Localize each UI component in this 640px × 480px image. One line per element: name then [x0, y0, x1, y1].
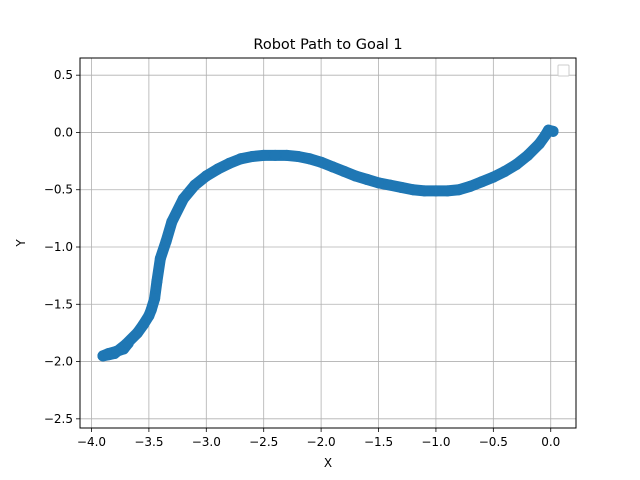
y-tick-label: −2.0 — [44, 355, 73, 369]
data-point — [327, 161, 339, 173]
data-point — [464, 180, 476, 192]
data-point — [160, 235, 172, 247]
y-tick-label: −0.5 — [44, 183, 73, 197]
y-axis-ticks: −2.5 −2.0 −1.5 −1.0 −0.5 0.0 0.5 — [44, 68, 80, 426]
data-point — [522, 149, 534, 161]
data-point — [407, 184, 419, 196]
data-point — [350, 170, 362, 182]
data-point — [269, 149, 281, 161]
data-point — [149, 293, 161, 305]
data-point — [177, 193, 189, 205]
data-point — [373, 177, 385, 189]
legend-box — [557, 64, 570, 77]
data-point — [510, 159, 522, 171]
data-point — [200, 170, 212, 182]
data-point — [304, 153, 316, 165]
data-point — [281, 149, 293, 161]
x-tick-label: −4.0 — [77, 435, 106, 449]
data-point — [499, 165, 511, 177]
data-point — [143, 310, 155, 322]
data-point — [361, 173, 373, 185]
data-point — [395, 181, 407, 193]
x-tick-label: −2.0 — [307, 435, 336, 449]
data-point — [246, 151, 258, 163]
x-tick-label: −1.5 — [364, 435, 393, 449]
y-tick-label: 0.5 — [54, 68, 73, 82]
data-point — [292, 151, 304, 163]
data-point — [418, 185, 430, 197]
data-point — [487, 171, 499, 183]
data-point — [441, 185, 453, 197]
x-tick-label: −2.5 — [249, 435, 278, 449]
data-point — [539, 130, 551, 142]
data-points — [97, 124, 559, 362]
data-point — [131, 327, 143, 339]
x-tick-label: −3.0 — [192, 435, 221, 449]
x-axis-label: X — [324, 456, 332, 470]
chart-title: Robot Path to Goal 1 — [253, 37, 402, 53]
data-point — [166, 216, 178, 228]
data-point — [533, 138, 545, 150]
x-tick-label: −0.5 — [479, 435, 508, 449]
data-point — [235, 153, 247, 165]
y-tick-label: −2.5 — [44, 412, 73, 426]
x-tick-label: 0.0 — [541, 435, 560, 449]
x-tick-label: −1.0 — [421, 435, 450, 449]
data-point — [476, 176, 488, 188]
plot-frame — [79, 57, 577, 429]
data-point — [453, 184, 465, 196]
data-point — [154, 252, 166, 264]
data-point — [212, 163, 224, 175]
data-point — [430, 185, 442, 197]
data-point — [137, 319, 149, 331]
grid-lines — [80, 58, 576, 428]
data-point — [223, 157, 235, 169]
data-point — [151, 275, 163, 287]
y-tick-label: 0.0 — [54, 125, 73, 139]
data-point — [315, 156, 327, 168]
data-point — [338, 165, 350, 177]
data-point — [189, 179, 201, 191]
y-axis-label: Y — [14, 239, 28, 248]
y-tick-label: −1.0 — [44, 240, 73, 254]
x-tick-label: −3.5 — [134, 435, 163, 449]
data-point — [384, 179, 396, 191]
x-axis-ticks: −4.0 −3.5 −3.0 −2.5 −2.0 −1.5 −1.0 −0.5 0.0 — [77, 428, 560, 449]
data-point — [122, 337, 134, 349]
data-point — [258, 149, 270, 161]
y-tick-label: −1.5 — [44, 297, 73, 311]
